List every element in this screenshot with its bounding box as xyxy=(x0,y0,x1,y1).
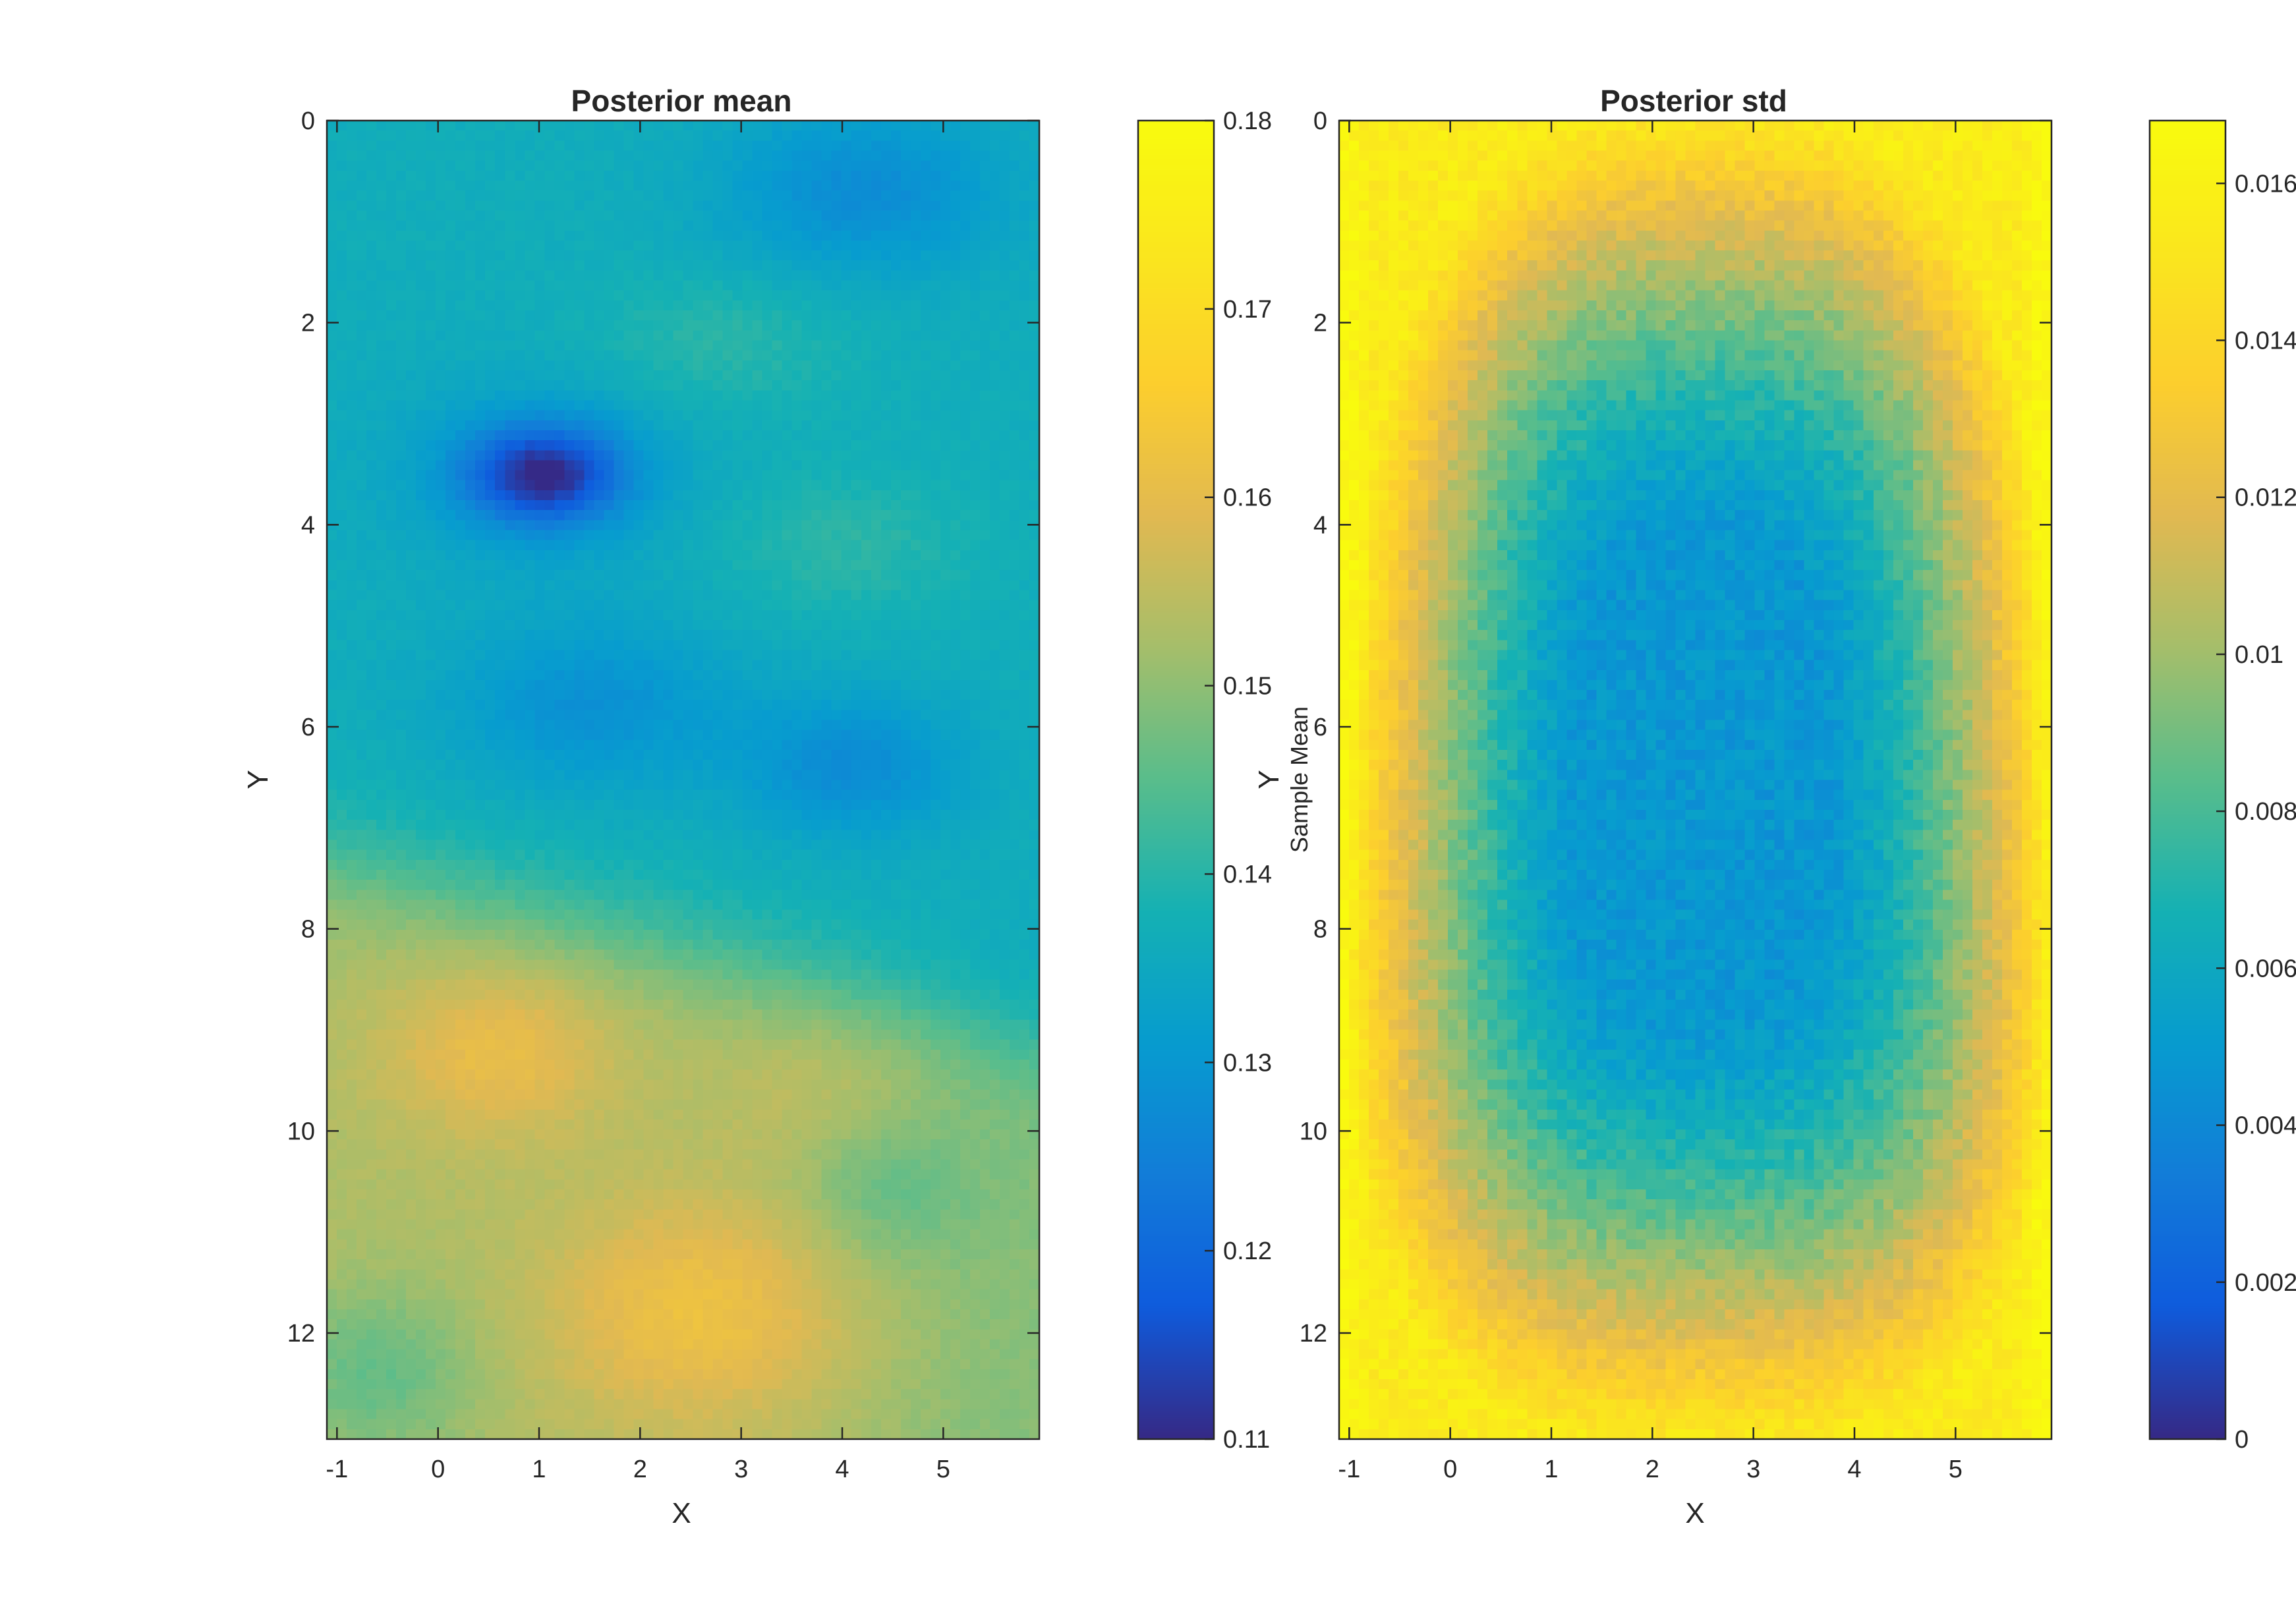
std-ytick-label: 2 xyxy=(1313,310,1327,337)
std-colorbar-tick-label: 0.006 xyxy=(2235,955,2296,982)
std-heatmap-image xyxy=(1339,121,2052,1439)
mean-xtick-label: 4 xyxy=(835,1456,849,1483)
std-colorbar-tick-label: 0.016 xyxy=(2235,170,2296,198)
mean-title: Posterior mean xyxy=(571,84,792,118)
std-xtick-label: 0 xyxy=(1443,1456,1457,1483)
std-colorbar-tick-label: 0.012 xyxy=(2235,484,2296,512)
mean-colorbar-tick-label: 0.12 xyxy=(1223,1237,1272,1265)
mean-ytick-label: 10 xyxy=(287,1118,315,1145)
std-colorbar-frame xyxy=(2148,119,2227,1440)
mean-xtick-label: 2 xyxy=(633,1456,647,1483)
mean-x-axis-label: X xyxy=(672,1497,691,1529)
mean-colorbar-tick-label: 0.13 xyxy=(1223,1049,1272,1077)
mean-xtick-label: 5 xyxy=(936,1456,950,1483)
std-xtick-label: 1 xyxy=(1544,1456,1558,1483)
std-xtick-label: -1 xyxy=(1338,1456,1360,1483)
mean-colorbar-tick-label: 0.17 xyxy=(1223,296,1272,324)
std-colorbar-tick-label: 0.002 xyxy=(2235,1269,2296,1297)
mean-colorbar-tick-label: 0.14 xyxy=(1223,861,1272,888)
mean-colorbar-tick-label: 0.16 xyxy=(1223,484,1272,512)
std-xtick-label: 2 xyxy=(1646,1456,1659,1483)
std-colorbar-tick-label: 0.014 xyxy=(2235,327,2296,355)
mean-xtick-label: 3 xyxy=(734,1456,748,1483)
mean-ytick-label: 6 xyxy=(301,714,315,741)
mean-y-axis-label: Y xyxy=(242,770,274,789)
std-ytick-label: 0 xyxy=(1313,107,1327,135)
mean-heatmap-image xyxy=(327,121,1039,1439)
mean-ytick-label: 4 xyxy=(301,511,315,539)
std-y-axis-label: Y xyxy=(1253,770,1285,789)
mean-colorbar-axes: 0.11 0.12 0.13 0.14 0.15 0.16 0.17 0.18 xyxy=(1137,107,1272,1454)
mean-axes-frame xyxy=(326,119,1041,1440)
std-ytick-label: 12 xyxy=(1300,1320,1327,1348)
std-ytick-label: 10 xyxy=(1300,1118,1327,1145)
mean-ytick-label: 2 xyxy=(301,310,315,337)
std-title: Posterior std xyxy=(1600,84,1787,118)
std-xtick-label: 4 xyxy=(1847,1456,1861,1483)
std-ytick-label: 8 xyxy=(1313,916,1327,944)
std-colorbar-gradient xyxy=(2150,121,2225,1439)
mean-ytick-label: 8 xyxy=(301,916,315,944)
mean-xtick-label: -1 xyxy=(326,1456,348,1483)
std-colorbar-tick-label: 0.01 xyxy=(2235,641,2283,669)
mean-colorbar-gradient xyxy=(1138,121,1214,1439)
std-x-axis-label: X xyxy=(1685,1497,1704,1529)
std-colorbar-tick-label: 0 xyxy=(2235,1426,2249,1454)
mean-colorbar-frame xyxy=(1137,119,1215,1440)
mean-xtick-label: 0 xyxy=(431,1456,445,1483)
mean-xtick-label: 1 xyxy=(532,1456,546,1483)
std-xtick-label: 5 xyxy=(1949,1456,1963,1483)
std-ytick-label: 6 xyxy=(1313,714,1327,741)
std-ytick-label: 4 xyxy=(1313,511,1327,539)
std-colorbar-tick-label: 0.004 xyxy=(2235,1112,2296,1140)
mean-colorbar-tick-label: 0.11 xyxy=(1223,1426,1270,1454)
std-xtick-label: 3 xyxy=(1746,1456,1760,1483)
mean-ytick-label: 12 xyxy=(287,1320,315,1348)
mean-colorbar-label: Sample Mean xyxy=(1286,706,1313,853)
mean-colorbar-tick-label: 0.18 xyxy=(1223,107,1272,135)
std-colorbar-axes: 0 0.002 0.004 0.006 0.008 0.01 0.012 0.014 0.016 xyxy=(2148,119,2296,1454)
std-colorbar-tick-label: 0.008 xyxy=(2235,798,2296,826)
mean-colorbar-tick-label: 0.15 xyxy=(1223,673,1272,700)
mean-ytick-label: 0 xyxy=(301,107,315,135)
std-axes-frame xyxy=(1338,119,2053,1440)
